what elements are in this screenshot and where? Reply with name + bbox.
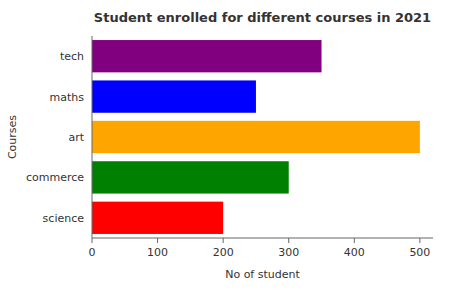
category-label: maths [50, 91, 85, 104]
tick-label: 400 [344, 246, 365, 259]
bar [92, 80, 256, 112]
tick-mark [354, 238, 355, 243]
y-axis-line [92, 36, 93, 238]
x-ticks: 0 100 200 300 400 500 [89, 238, 431, 259]
tick-label: 100 [147, 246, 168, 259]
tick-mark [223, 238, 224, 243]
tick-label: 500 [409, 246, 430, 259]
category-label: science [43, 212, 85, 225]
tick-label: 300 [278, 246, 299, 259]
bar [92, 161, 289, 193]
x-axis-label: No of student [225, 268, 300, 281]
category-label: tech [60, 50, 84, 63]
tick-label: 0 [89, 246, 96, 259]
tick-mark [419, 238, 420, 243]
chart-title: Student enrolled for different courses i… [94, 10, 431, 25]
tick-mark [157, 238, 158, 243]
bar [92, 121, 420, 153]
bar [92, 40, 322, 72]
y-axis-label: Courses [6, 115, 19, 159]
category-label: art [68, 131, 84, 144]
bars [92, 40, 420, 234]
tick-mark [288, 238, 289, 243]
tick-label: 200 [213, 246, 234, 259]
bar [92, 202, 223, 234]
y-ticks: science commerce art maths tech [26, 50, 85, 225]
tick-mark [92, 238, 93, 243]
x-axis-line [92, 238, 433, 239]
chart-container: 0 100 200 300 400 500 science commerce art maths t… [0, 0, 455, 290]
chart-svg: 0 100 200 300 400 500 science commerce art maths t… [0, 0, 455, 290]
category-label: commerce [26, 171, 84, 184]
